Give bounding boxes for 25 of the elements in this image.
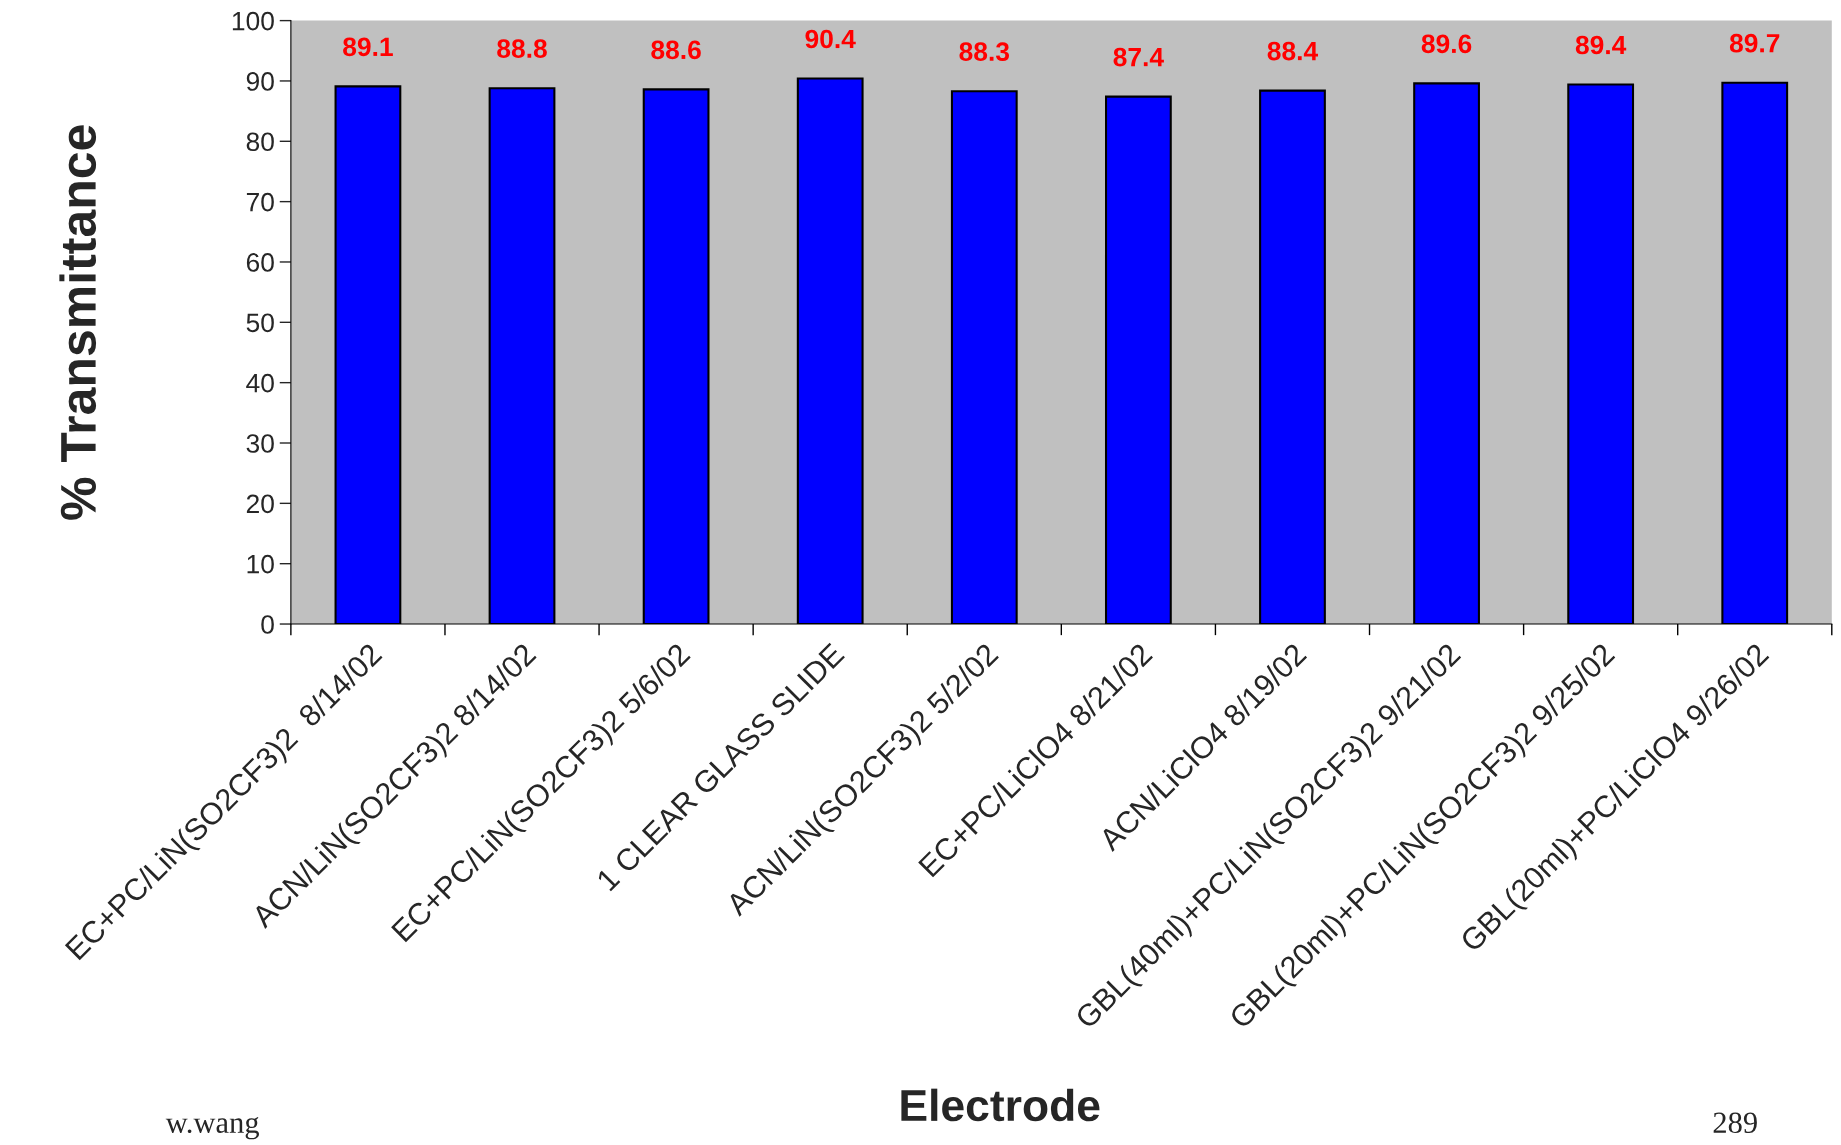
- y-tick-label: 50: [246, 313, 274, 333]
- data-label: 87.4: [1113, 47, 1164, 67]
- y-tick-label: 40: [246, 373, 274, 393]
- x-axis-title: Electrode: [901, 1088, 1100, 1122]
- data-label: 88.3: [959, 42, 1010, 62]
- data-label: 89.6: [1421, 34, 1472, 54]
- data-label: 88.6: [651, 40, 701, 60]
- y-axis-title: % Transmittance: [59, 125, 97, 520]
- data-label: 89.7: [1729, 33, 1780, 53]
- y-tick-label: 70: [246, 192, 274, 212]
- text: w.wang: [165, 1117, 260, 1140]
- y-tick-label: 60: [246, 253, 274, 272]
- data-label: 89.4: [1575, 35, 1627, 55]
- text: 289: [1713, 1112, 1757, 1134]
- y-tick-label: 90: [246, 72, 274, 91]
- data-label: 88.8: [497, 39, 547, 58]
- y-tick-label: 80: [246, 132, 274, 152]
- y-tick-label: 10: [247, 554, 274, 574]
- data-label: 89.1: [343, 37, 393, 57]
- y-tick-label: 20: [246, 494, 274, 514]
- data-label: 88.4: [1267, 41, 1319, 61]
- data-label: 90.4: [805, 29, 856, 49]
- y-tick-label: 0: [261, 615, 274, 634]
- y-tick-label: 30: [246, 434, 274, 453]
- y-tick-label: 100: [232, 11, 274, 31]
